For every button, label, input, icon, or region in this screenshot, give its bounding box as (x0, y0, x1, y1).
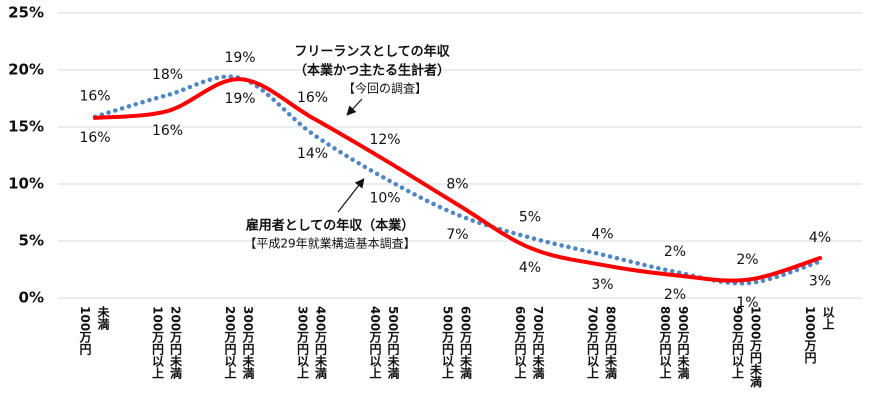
x-tick-label: 500万円以上 (441, 306, 455, 379)
data-label: 16% (152, 123, 183, 139)
series-line (93, 77, 822, 283)
x-tick-label: 1000万円 (803, 306, 817, 364)
y-tick-label: 10% (8, 175, 44, 193)
x-tick-label: 800万円以上 (658, 306, 672, 379)
annotation: 【今回の調査】 (343, 81, 427, 96)
x-tick-label: 100万円以上 (151, 306, 165, 379)
data-label: 16% (297, 90, 328, 106)
data-label: 4% (809, 230, 831, 246)
data-label: 8% (446, 177, 468, 193)
annotation: フリーランスとしての年収 (294, 44, 450, 60)
x-tick-label: 400万円以上 (368, 306, 382, 379)
y-tick-label: 20% (8, 61, 44, 79)
data-label: 10% (369, 190, 400, 206)
x-tick-label: 未満 (96, 305, 110, 331)
x-tick-label: 200万円以上 (223, 306, 237, 379)
x-tick-label: 600万円以上 (513, 306, 527, 379)
data-label: 3% (591, 277, 613, 293)
x-tick-label: 800万円未満 (604, 306, 618, 380)
x-tick-label: 900万円未満 (676, 306, 690, 380)
data-label: 19% (224, 91, 255, 107)
y-tick-label: 15% (8, 118, 44, 136)
x-tick-label: 100万円 (78, 306, 92, 356)
x-tick-label: 600万円未満 (459, 306, 473, 380)
x-tick-label: 500万円未満 (386, 306, 400, 380)
data-label: 7% (446, 227, 468, 243)
data-label: 19% (224, 50, 255, 66)
data-label: 18% (152, 67, 183, 83)
data-label: 2% (664, 244, 686, 260)
x-tick-label: 700万円未満 (531, 306, 545, 380)
x-tick-label: 300万円未満 (241, 306, 255, 380)
data-label: 4% (519, 260, 541, 276)
x-tick-label: 200万円未満 (169, 306, 183, 380)
data-label: 2% (736, 252, 758, 268)
x-tick-label: 以上 (821, 306, 835, 330)
x-tick-label: 700万円以上 (586, 306, 600, 379)
x-tick-label: 300万円以上 (296, 306, 310, 379)
y-tick-label: 5% (19, 232, 44, 250)
data-label: 14% (297, 146, 328, 162)
x-tick-label: 400万円未満 (314, 306, 328, 380)
data-label: 5% (519, 210, 541, 226)
y-tick-label: 0% (19, 289, 44, 307)
data-label: 4% (591, 227, 613, 243)
y-tick-label: 25% (8, 4, 44, 22)
data-label: 16% (79, 89, 110, 105)
x-tick-label: 1000万円未満 (749, 306, 763, 388)
data-label: 3% (809, 274, 831, 290)
data-label: 2% (664, 287, 686, 303)
data-label: 12% (369, 132, 400, 148)
arrow (346, 98, 363, 116)
annotation: 雇用者としての年収（本業） (246, 218, 415, 234)
data-label: 16% (79, 130, 110, 146)
x-tick-label: 900万円以上 (731, 306, 745, 379)
data-label: 1% (736, 295, 758, 311)
annotation: （本業かつ主たる生計者） (294, 63, 450, 79)
arrow (337, 178, 365, 213)
annotation: 【平成29年就業構造基本調査】 (244, 237, 415, 251)
